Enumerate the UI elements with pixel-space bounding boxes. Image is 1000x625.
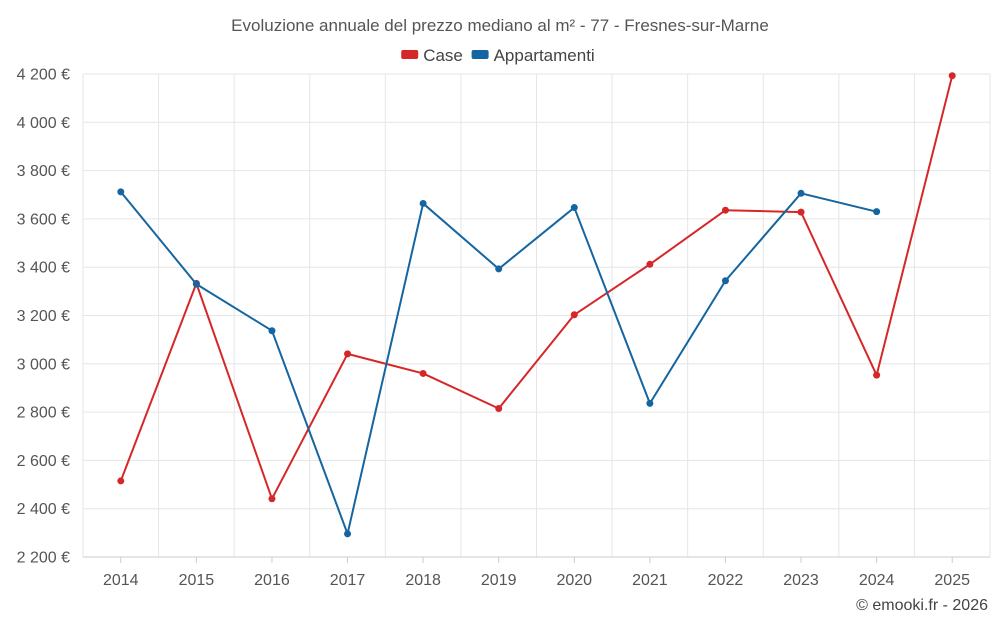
data-point-appartamenti[interactable] [192, 280, 200, 288]
data-point-case[interactable] [344, 350, 352, 358]
x-tick-label: 2017 [330, 572, 366, 589]
data-point-appartamenti[interactable] [344, 530, 352, 538]
legend-label-case: Case [423, 46, 463, 65]
y-tick-label: 3 800 € [17, 163, 70, 180]
data-point-case[interactable] [797, 208, 805, 216]
x-axis: 2014 2015 2016 2017 2018 2019 2020 2021 2022 2023… [83, 556, 990, 589]
data-point-appartamenti[interactable] [117, 188, 125, 196]
data-point-appartamenti[interactable] [570, 204, 578, 212]
legend-swatch-appartamenti [471, 50, 489, 59]
series-layer [117, 72, 956, 538]
x-tick-label: 2022 [708, 572, 744, 589]
data-point-case[interactable] [721, 206, 729, 214]
series-line-case [119, 75, 954, 500]
data-point-case[interactable] [268, 495, 276, 503]
legend-item-case[interactable]: Case [401, 46, 463, 65]
data-point-appartamenti[interactable] [873, 208, 881, 216]
data-point-appartamenti[interactable] [797, 189, 805, 197]
data-point-case[interactable] [646, 260, 654, 268]
y-tick-label: 2 200 € [17, 550, 70, 567]
x-tick-label: 2020 [556, 572, 592, 589]
y-tick-label: 3 600 € [17, 211, 70, 228]
data-point-case[interactable] [873, 371, 881, 379]
y-axis: 2 200 € 2 400 € 2 600 € 2 800 € 3 000 € 3 200… [17, 67, 70, 567]
y-tick-label: 3 200 € [17, 308, 70, 325]
series-appartamenti [117, 188, 881, 538]
x-tick-label: 2025 [934, 572, 970, 589]
x-tick-label: 2024 [859, 572, 895, 589]
x-tick-label: 2015 [179, 572, 215, 589]
data-point-case[interactable] [495, 404, 503, 412]
data-point-appartamenti[interactable] [721, 277, 729, 285]
legend-swatch-case [401, 50, 419, 59]
chart-title: Evoluzione annuale del prezzo mediano al… [231, 16, 769, 35]
y-tick-label: 2 800 € [17, 405, 70, 422]
x-tick-label: 2019 [481, 572, 517, 589]
x-tick-label: 2016 [254, 572, 290, 589]
y-tick-label: 2 600 € [17, 453, 70, 470]
grid [82, 73, 991, 558]
x-tick-label: 2014 [103, 572, 139, 589]
x-tick-label: 2018 [405, 572, 441, 589]
y-tick-label: 4 000 € [17, 115, 70, 132]
credit-label: © emooki.fr - 2026 [856, 597, 988, 614]
data-point-appartamenti[interactable] [646, 399, 654, 407]
x-tick-label: 2023 [783, 572, 819, 589]
y-tick-label: 2 400 € [17, 501, 70, 518]
y-tick-label: 3 000 € [17, 356, 70, 373]
data-point-case[interactable] [117, 477, 125, 485]
y-tick-label: 3 400 € [17, 260, 70, 277]
data-point-case[interactable] [570, 311, 578, 319]
x-tick-label: 2021 [632, 572, 668, 589]
data-point-appartamenti[interactable] [268, 327, 276, 335]
legend-label-appartamenti: Appartamenti [494, 46, 595, 65]
data-point-appartamenti[interactable] [495, 265, 503, 273]
y-tick-label: 4 200 € [17, 67, 70, 84]
data-point-case[interactable] [948, 72, 956, 80]
data-point-case[interactable] [419, 369, 427, 377]
data-point-appartamenti[interactable] [419, 199, 427, 207]
legend-item-appartamenti[interactable]: Appartamenti [471, 46, 595, 65]
legend: Case Appartamenti [401, 46, 595, 65]
